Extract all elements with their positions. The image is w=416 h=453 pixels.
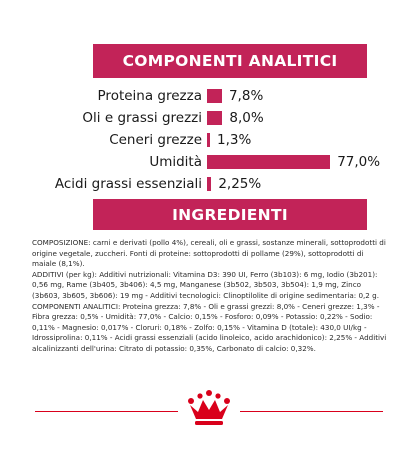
analysis-row-label: Ceneri grezze xyxy=(109,132,202,148)
analysis-banner: COMPONENTI ANALITICI xyxy=(93,44,367,78)
analysis-row-value: 7,8% xyxy=(228,88,264,104)
analysis-row-bar xyxy=(207,111,223,125)
analysis-row: Ceneri grezze 1,3% xyxy=(0,130,416,150)
analysis-row-bar xyxy=(207,177,212,191)
analysis-row-bar xyxy=(207,133,210,147)
ingredients-text: COMPOSIZIONE: carni e derivati (pollo 4%… xyxy=(32,238,387,355)
analysis-row: Umidità 77,0% xyxy=(0,152,416,172)
analysis-row-bar xyxy=(207,155,331,169)
analysis-row-label: Acidi grassi essenziali xyxy=(54,176,202,192)
analysis-row-label: Proteina grezza xyxy=(97,88,202,104)
additives-paragraph: ADDITIVI (per kg): Additivi nutrizionali… xyxy=(32,269,380,300)
analysis-row-label: Umidità xyxy=(149,154,202,170)
footer-divider-right xyxy=(240,411,383,412)
analysis-row: Proteina grezza 7,8% xyxy=(0,86,416,106)
analysis-row-bar xyxy=(207,89,222,103)
analysis-row-value: 8,0% xyxy=(229,110,264,126)
analysis-row: Acidi grassi essenziali 2,25% xyxy=(0,174,416,194)
composition-paragraph: COMPOSIZIONE: carni e derivati (pollo 4%… xyxy=(32,238,386,269)
analysis-row-value: 2,25% xyxy=(218,176,262,192)
analytical-paragraph: COMPONENTI ANALITICI: Proteina grezza: 7… xyxy=(32,301,387,353)
analysis-row: Oli e grassi grezzi 8,0% xyxy=(0,108,416,128)
analysis-row-value: 77,0% xyxy=(337,154,381,170)
analysis-row-value: 1,3% xyxy=(217,132,252,148)
analysis-title: COMPONENTI ANALITICI xyxy=(122,52,338,70)
royal-canin-crown-logo-icon xyxy=(188,390,230,425)
ingredients-title: INGREDIENTI xyxy=(172,205,288,224)
footer-divider-left xyxy=(35,411,178,412)
analysis-row-label: Oli e grassi grezzi xyxy=(82,110,202,126)
ingredients-banner: INGREDIENTI xyxy=(93,199,367,230)
